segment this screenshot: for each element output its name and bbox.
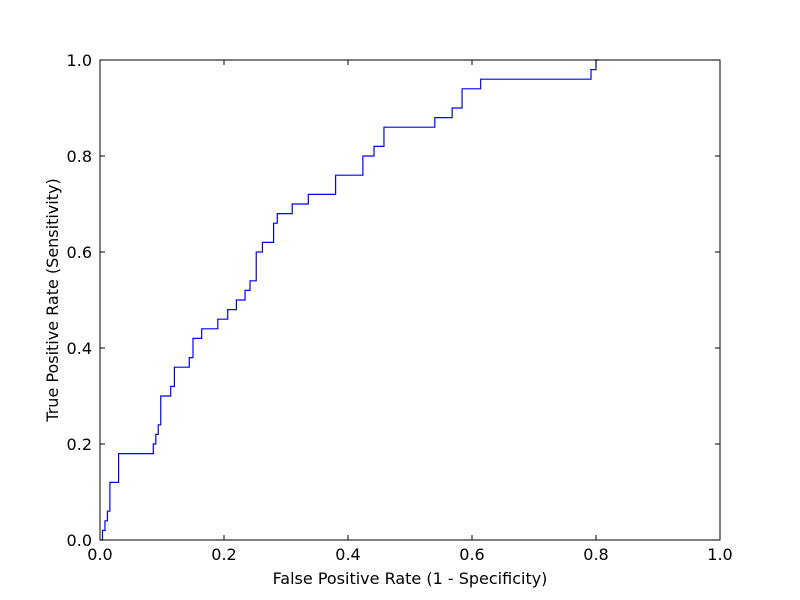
y-tick-label: 1.0 [67, 51, 92, 70]
x-axis-label: False Positive Rate (1 - Specificity) [273, 569, 548, 588]
y-tick-label: 0.8 [67, 147, 92, 166]
y-tick-label: 0.4 [67, 339, 92, 358]
x-tick-label: 1.0 [707, 545, 732, 564]
x-tick-label: 0.6 [459, 545, 484, 564]
y-tick-label: 0.6 [67, 243, 92, 262]
x-tick-label: 0.2 [211, 545, 236, 564]
y-tick-label: 0.2 [67, 435, 92, 454]
x-tick-label: 0.4 [335, 545, 360, 564]
y-tick-label: 0.0 [67, 531, 92, 550]
plot-area: 0.0 0.2 0.4 0.6 0.8 1.0 0.0 0.2 0.4 0.6 0.8 1.0 [67, 51, 733, 564]
ticks-layer: 0.0 0.2 0.4 0.6 0.8 1.0 0.0 0.2 0.4 0.6 0.8 1.0 [67, 51, 733, 564]
plot-frame [99, 59, 721, 541]
y-axis-label: True Positive Rate (Sensitivity) [43, 178, 62, 422]
x-tick-label: 0.8 [583, 545, 608, 564]
series-layer [100, 59, 599, 541]
x-tick-label: 0.0 [87, 545, 112, 564]
roc-curve-line [100, 59, 599, 541]
